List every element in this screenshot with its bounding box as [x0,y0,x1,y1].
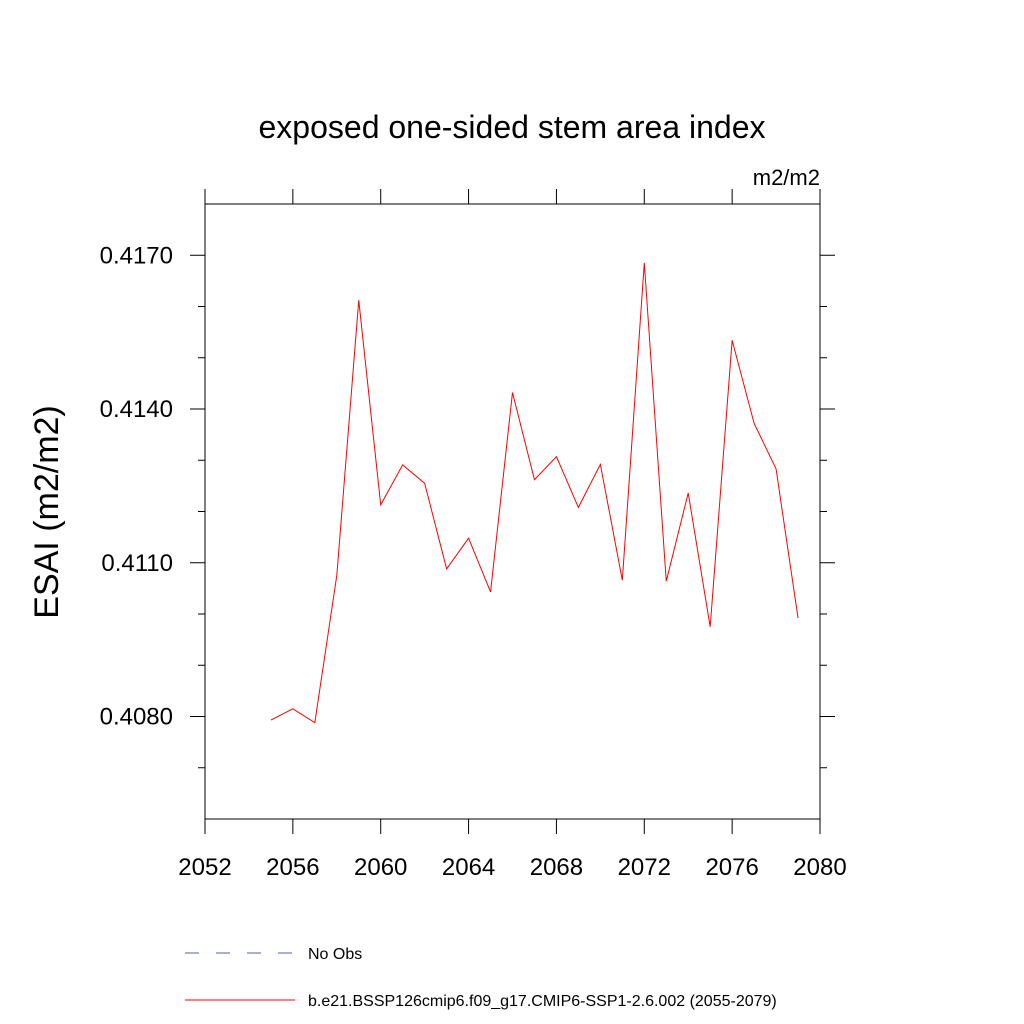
units-label: m2/m2 [753,165,820,190]
y-tick-label: 0.4110 [101,550,173,577]
y-tick-label: 0.4140 [100,396,173,423]
x-tick-label: 2060 [354,854,407,881]
axis-ticks: 0.4080 0.4110 0.4140 0.4170 2052 2056 2060 2064… [100,189,847,881]
series-layer [270,262,799,724]
x-tick-label: 2064 [442,854,495,881]
x-tick-label: 2072 [618,854,671,881]
legend: No Obs b.e21.BSSP126cmip6.f09_g17.CMIP6-S… [185,946,777,1010]
x-tick-label: 2068 [530,854,583,881]
y-tick-label: 0.4080 [100,704,173,731]
legend-label-0: No Obs [308,946,362,963]
series-line-1 [270,262,799,724]
x-tick-label: 2052 [178,854,231,881]
plot-frame [204,203,821,820]
y-tick-label: 0.4170 [100,242,173,269]
y-axis-label: ESAI (m2/m2) [28,405,66,618]
chart-title: exposed one-sided stem area index [259,109,766,145]
legend-label-1: b.e21.BSSP126cmip6.f09_g17.CMIP6-SSP1-2.… [308,993,777,1010]
x-tick-label: 2076 [705,854,758,881]
x-tick-label: 2056 [266,854,319,881]
x-tick-label: 2080 [793,854,846,881]
